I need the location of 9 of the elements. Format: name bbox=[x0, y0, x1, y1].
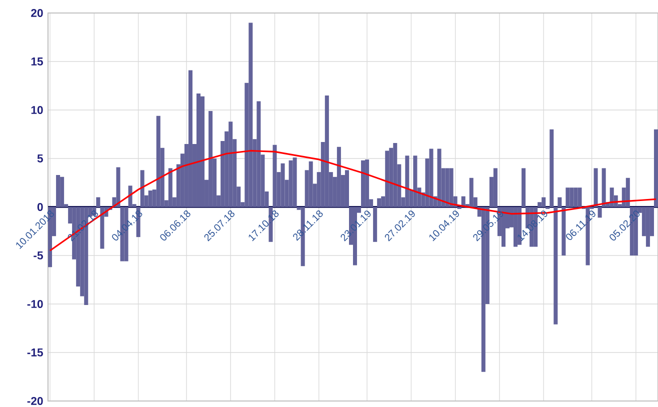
y-tick-label: 5 bbox=[37, 154, 43, 162]
y-tick-label: -15 bbox=[27, 348, 43, 356]
y-tick-label: 15 bbox=[31, 58, 43, 66]
y-tick-label: 0 bbox=[37, 202, 43, 211]
y-tick-label: -5 bbox=[34, 252, 43, 260]
y-tick-label: 20 bbox=[31, 8, 43, 18]
y-tick-label: 10 bbox=[31, 106, 43, 114]
y-tick-label: -20 bbox=[27, 396, 43, 405]
y-tick-label: -10 bbox=[27, 300, 43, 308]
